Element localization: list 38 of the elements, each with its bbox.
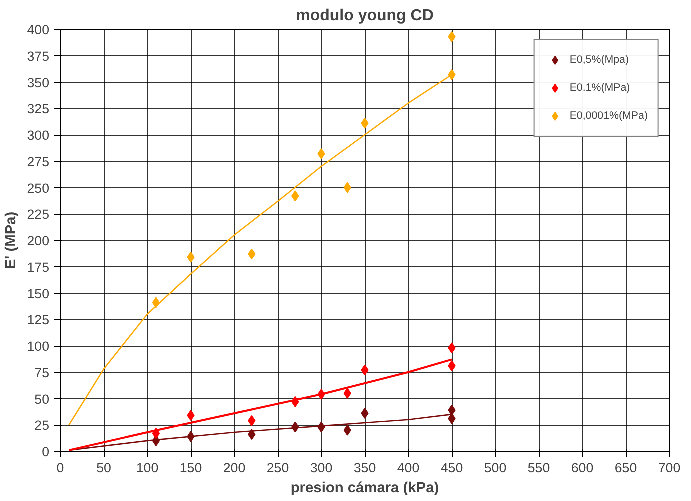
x-tick-label: 150 [180, 460, 202, 476]
y-tick-label: 150 [27, 286, 50, 302]
x-tick-label: 600 [571, 460, 594, 476]
x-tick-label: 50 [96, 460, 112, 476]
y-axis-title: E' (MPa) [3, 212, 20, 270]
x-tick-label: 300 [310, 460, 333, 476]
legend-label: E0,5%(Mpa) [570, 54, 630, 66]
x-tick-label: 100 [136, 460, 159, 476]
y-tick-label: 350 [27, 75, 50, 90]
x-tick-label: 400 [397, 460, 420, 476]
x-tick-label: 200 [223, 460, 246, 476]
x-tick-label: 500 [484, 460, 507, 476]
y-tick-label: 25 [34, 418, 50, 434]
y-tick-label: 50 [34, 392, 50, 407]
x-tick-label: 650 [614, 460, 638, 476]
x-axis-title: presion cámara (kPa) [290, 480, 440, 496]
x-tick-label: 450 [440, 460, 464, 476]
y-tick-label: 75 [34, 365, 50, 380]
y-tick-label: 400 [27, 22, 50, 38]
legend-label: E0.1%(MPa) [570, 82, 630, 94]
x-tick-label: 350 [354, 460, 376, 476]
y-tick-label: 300 [27, 128, 50, 143]
x-tick-label: 0 [56, 460, 64, 476]
y-tick-label: 225 [27, 207, 50, 222]
y-tick-label: 325 [27, 102, 50, 117]
y-tick-label: 250 [27, 180, 50, 196]
legend-label: E0,0001%(MPa) [570, 110, 648, 122]
x-tick-label: 250 [266, 460, 290, 476]
y-tick-label: 0 [42, 444, 50, 460]
y-tick-label: 275 [27, 154, 50, 170]
y-tick-label: 125 [27, 312, 50, 328]
y-tick-label: 200 [27, 234, 50, 248]
x-tick-label: 550 [528, 460, 550, 476]
x-tick-label: 700 [658, 460, 681, 476]
y-tick-label: 375 [27, 48, 50, 64]
y-tick-label: 100 [27, 339, 50, 354]
chart-title: modulo young CD [296, 8, 434, 24]
y-tick-label: 175 [27, 260, 50, 275]
